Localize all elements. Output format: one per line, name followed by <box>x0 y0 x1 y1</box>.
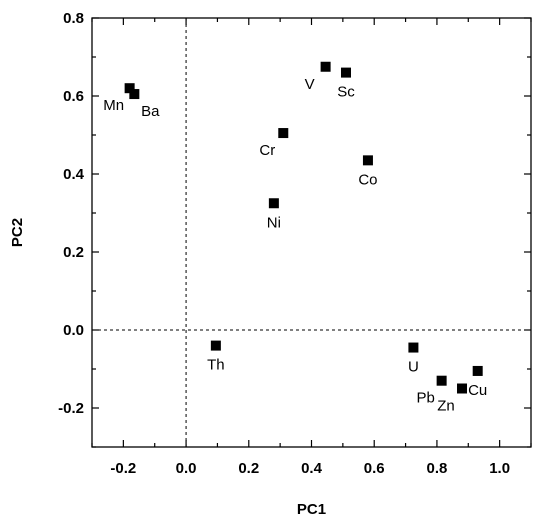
y-axis-ticks: -0.2 0.0 0.2 0.4 0.6 0.8 <box>58 10 531 448</box>
y-tick-label: 0.4 <box>63 166 85 183</box>
point-marker-ni <box>268 198 279 209</box>
y-tick-label: -0.2 <box>58 400 84 417</box>
point-label-th: Th <box>207 357 225 374</box>
point-marker-u <box>408 342 419 353</box>
x-tick-label: -0.2 <box>110 460 136 477</box>
x-tick-label: 0.0 <box>176 460 197 477</box>
x-tick-label: 0.4 <box>301 460 323 477</box>
point-label-cu: Cu <box>468 382 487 399</box>
point-label-ni: Ni <box>267 214 281 231</box>
point-label-ba: Ba <box>141 103 160 120</box>
reference-lines <box>92 18 531 447</box>
data-points: Mn Ba V Sc Cr Co Ni Th U Pb Zn Cu <box>103 61 487 415</box>
point-marker-pb <box>436 375 447 386</box>
point-marker-cr <box>278 128 289 139</box>
point-label-mn: Mn <box>103 97 124 114</box>
y-tick-label: 0.2 <box>63 244 84 261</box>
point-marker-mn <box>124 83 135 94</box>
y-tick-label: 0.8 <box>63 10 84 27</box>
y-axis-label: PC2 <box>9 218 26 247</box>
point-label-v: V <box>305 76 315 93</box>
point-label-cr: Cr <box>259 142 275 159</box>
point-marker-ba <box>129 89 140 100</box>
point-marker-co <box>362 155 373 166</box>
x-tick-label: 0.8 <box>426 460 447 477</box>
x-axis-label: PC1 <box>297 501 326 518</box>
point-marker-sc <box>340 67 351 78</box>
point-marker-zn <box>457 383 468 394</box>
x-tick-label: 1.0 <box>489 460 510 477</box>
point-marker-v <box>320 61 331 72</box>
point-label-zn: Zn <box>437 398 455 415</box>
point-label-sc: Sc <box>337 84 355 101</box>
x-tick-label: 0.6 <box>364 460 385 477</box>
point-label-pb: Pb <box>416 390 434 407</box>
point-label-co: Co <box>358 171 377 188</box>
point-label-u: U <box>408 359 419 376</box>
y-tick-label: 0.0 <box>63 322 84 339</box>
point-marker-cu <box>472 365 483 376</box>
x-axis-ticks: -0.2 0.0 0.2 0.4 0.6 0.8 1.0 <box>91 18 532 477</box>
x-tick-label: 0.2 <box>238 460 259 477</box>
point-marker-th <box>210 340 221 351</box>
y-tick-label: 0.6 <box>63 88 84 105</box>
